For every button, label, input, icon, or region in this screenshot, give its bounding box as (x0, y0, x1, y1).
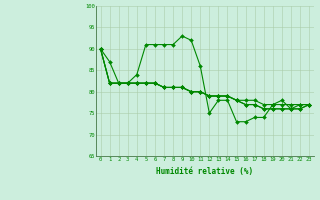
X-axis label: Humidité relative (%): Humidité relative (%) (156, 167, 253, 176)
